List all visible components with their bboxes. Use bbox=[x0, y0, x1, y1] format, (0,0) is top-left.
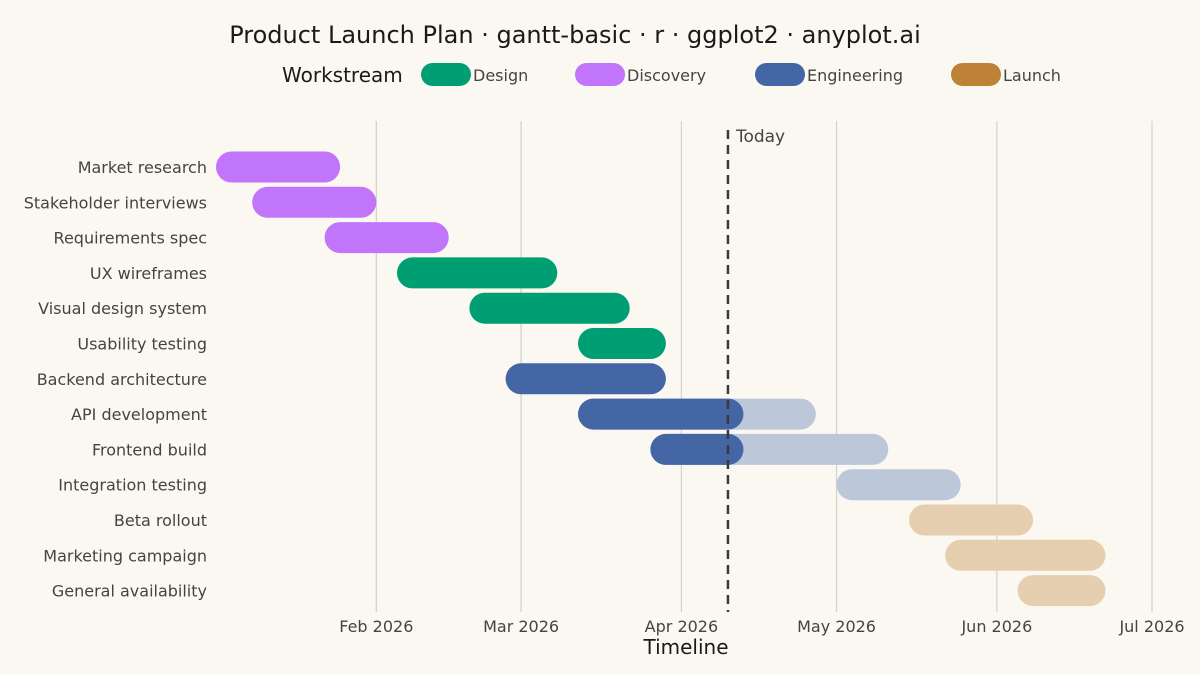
x-tick-label: Feb 2026 bbox=[339, 617, 413, 636]
legend-label: Discovery bbox=[627, 66, 706, 85]
x-tick-label: Mar 2026 bbox=[483, 617, 559, 636]
task-bar-completed bbox=[650, 433, 744, 465]
legend-swatch bbox=[951, 63, 1001, 86]
task-label: Beta rollout bbox=[114, 511, 207, 530]
today-marker: Today bbox=[726, 127, 785, 612]
task-label: Integration testing bbox=[58, 476, 207, 495]
task-label: UX wireframes bbox=[90, 264, 207, 283]
today-label: Today bbox=[735, 127, 785, 147]
legend-label: Engineering bbox=[807, 66, 903, 85]
task-label: Visual design system bbox=[38, 299, 207, 318]
legend-swatch bbox=[421, 63, 471, 86]
task-bar bbox=[577, 328, 666, 359]
task-bar-planned bbox=[908, 504, 1034, 536]
grid-lines bbox=[375, 121, 1153, 612]
task-label: API development bbox=[71, 405, 207, 424]
task-labels: Market research Stakeholder interviews Req… bbox=[24, 158, 207, 601]
legend-label: Design bbox=[473, 66, 528, 85]
x-axis-title: Timeline bbox=[642, 635, 728, 659]
task-bar-completed bbox=[577, 398, 744, 430]
legend-title: Workstream bbox=[282, 63, 403, 87]
task-label: Requirements spec bbox=[54, 229, 207, 248]
task-label: Marketing campaign bbox=[43, 546, 207, 565]
legend: Workstream Design Discovery Engineering Lau… bbox=[282, 63, 1061, 87]
task-bar bbox=[216, 151, 341, 183]
x-tick-label: Jun 2026 bbox=[960, 617, 1032, 636]
task-bar bbox=[252, 186, 377, 218]
x-tick-label: Jul 2026 bbox=[1118, 617, 1184, 636]
chart-title: Product Launch Plan · gantt-basic · r · … bbox=[229, 21, 921, 49]
task-label: Usability testing bbox=[77, 335, 207, 354]
task-bar bbox=[324, 222, 449, 254]
task-label: General availability bbox=[52, 582, 207, 601]
task-bar-planned bbox=[1017, 575, 1106, 607]
task-bar-planned bbox=[945, 539, 1106, 571]
task-label: Frontend build bbox=[92, 440, 207, 459]
x-axis-ticks: Feb 2026 Mar 2026 Apr 2026 May 2026 Jun 2026… bbox=[339, 617, 1184, 636]
task-bar bbox=[396, 257, 558, 289]
task-bar bbox=[505, 363, 666, 395]
task-label: Stakeholder interviews bbox=[24, 193, 207, 212]
x-tick-label: Apr 2026 bbox=[645, 617, 718, 636]
task-bars bbox=[216, 151, 1106, 607]
task-bar-planned bbox=[836, 469, 961, 501]
legend-swatch bbox=[575, 63, 625, 86]
task-bar bbox=[469, 292, 630, 324]
x-tick-label: May 2026 bbox=[797, 617, 876, 636]
task-label: Market research bbox=[78, 158, 207, 177]
task-label: Backend architecture bbox=[37, 370, 207, 389]
legend-swatch bbox=[755, 63, 805, 86]
legend-label: Launch bbox=[1003, 66, 1061, 85]
